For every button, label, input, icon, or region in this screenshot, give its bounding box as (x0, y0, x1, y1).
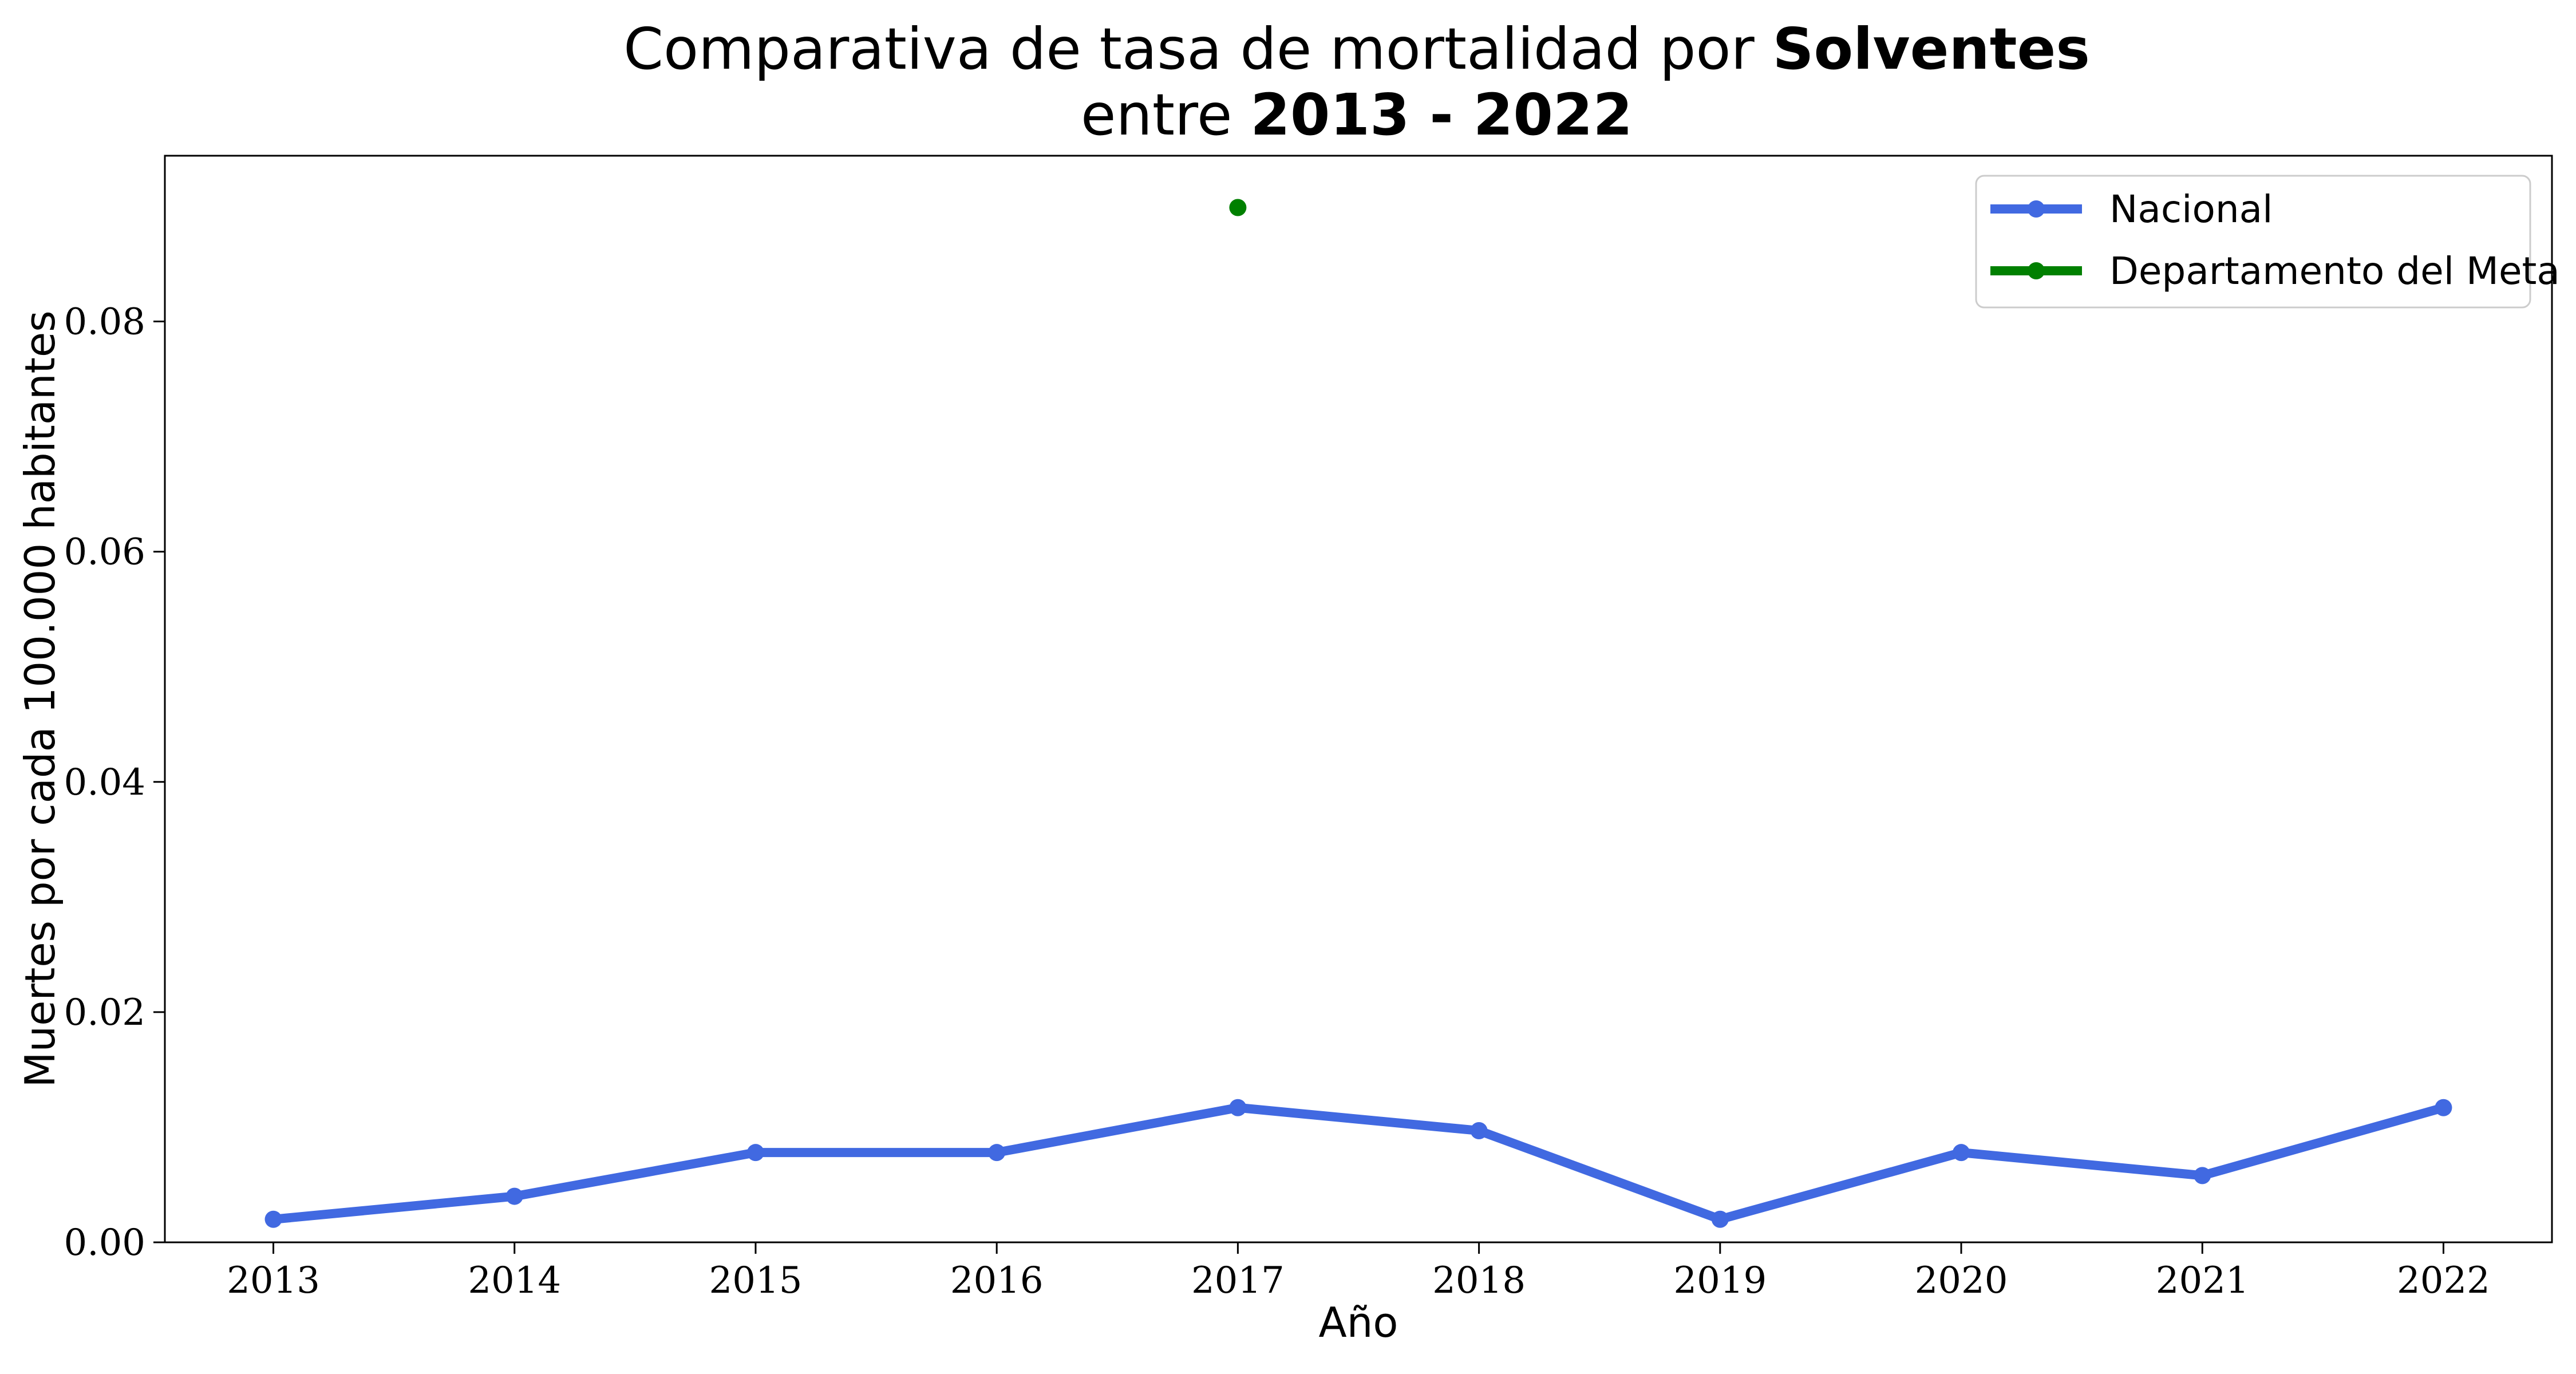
x-tick-label: 2020 (1915, 1260, 2008, 1302)
data-point (988, 1144, 1006, 1162)
x-tick-label: 2013 (227, 1260, 320, 1302)
series-layer (264, 199, 2452, 1228)
legend: Nacional Departamento del Meta (1975, 175, 2560, 309)
y-tick-label: 0.08 (64, 301, 146, 344)
legend-label: Nacional (2109, 187, 2273, 231)
series-1 (1229, 199, 1247, 216)
y-tick-label: 0.04 (64, 761, 146, 804)
y-axis: 0.00 0.02 0.04 0.06 0.08 (64, 301, 165, 1264)
x-tick-label: 2019 (1673, 1260, 1767, 1302)
data-point (2435, 1099, 2452, 1116)
legend-label: Departamento del Meta (2109, 249, 2560, 293)
series-0 (264, 1099, 2452, 1228)
series-line (268, 1103, 2448, 1224)
y-tick-label: 0.02 (64, 992, 146, 1034)
data-point (746, 1144, 764, 1162)
data-point (1953, 1144, 1970, 1162)
plot-area (164, 155, 2553, 1243)
data-point (1229, 199, 1247, 216)
data-point (1470, 1122, 1488, 1139)
x-tick-label: 2014 (468, 1260, 561, 1302)
x-tick-label: 2018 (1432, 1260, 1526, 1302)
x-tick-label: 2021 (2156, 1260, 2249, 1302)
legend-marker (2028, 200, 2045, 218)
x-tick-label: 2017 (1191, 1260, 1285, 1302)
x-tick-label: 2022 (2397, 1260, 2490, 1302)
y-tick-label: 0.06 (64, 531, 146, 574)
chart-title-line-1: Comparativa de tasa de mortalidad por So… (623, 15, 2090, 82)
data-point (1711, 1210, 1729, 1228)
y-axis-label: Muertes por cada 100.000 habitantes (16, 310, 64, 1087)
data-point (1229, 1099, 1247, 1116)
y-tick-label: 0.00 (64, 1222, 146, 1264)
title-prefix: Comparativa de tasa de mortalidad por (623, 15, 1772, 82)
title-range: 2013 - 2022 (1250, 81, 1633, 148)
data-point (2194, 1167, 2211, 1185)
data-point (505, 1187, 523, 1205)
title-range-prefix: entre (1081, 81, 1250, 148)
legend-marker (2028, 262, 2045, 279)
title-highlight: Solventes (1773, 15, 2090, 82)
x-axis-label: Año (1319, 1298, 1398, 1347)
legend-box (1975, 175, 2531, 309)
data-point (264, 1210, 282, 1228)
x-tick-label: 2015 (709, 1260, 803, 1302)
x-axis: 2013 2014 2015 2016 2017 2018 2019 2020 2021 2022 (227, 1242, 2490, 1302)
x-tick-label: 2016 (950, 1260, 1044, 1302)
chart-title-line-2: entre 2013 - 2022 (1081, 81, 1633, 148)
